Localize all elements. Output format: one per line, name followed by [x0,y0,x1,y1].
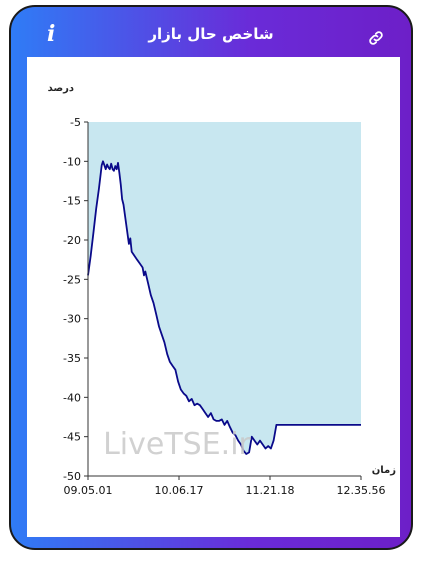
x-tick-label: 11.21.18 [246,484,295,497]
y-tick-label: -10 [63,155,81,168]
y-tick-label: -45 [63,431,81,444]
y-tick-label: -35 [63,352,81,365]
x-tick-label: 12.35.56 [337,484,386,497]
y-tick-label: -40 [63,391,81,404]
chart-panel: درصد زمان -5 -10 -15 -20 -25 -30 -35 -40 -45 -50 0… [27,57,400,537]
market-index-card: i شاخص حال بازار درصد زمان -5 -10 -15 -20 -2… [9,5,413,550]
info-icon[interactable]: i [47,21,56,47]
y-axis-label: درصد [48,83,74,94]
y-tick-label: -15 [63,195,81,208]
card-title: شاخص حال بازار [148,25,274,43]
y-tick-label: -25 [63,273,81,286]
x-tick-label: 09.05.01 [64,484,113,497]
x-tick-label: 10.06.17 [155,484,204,497]
y-tick-label: -30 [63,313,81,326]
link-icon[interactable] [367,29,385,47]
watermark: LiveTSE.ir [103,427,251,462]
x-axis-label: زمان [372,465,396,476]
card-header: i شاخص حال بازار [11,7,411,57]
series-line [87,160,361,455]
y-tick-label: -20 [63,234,81,247]
chart-svg: درصد زمان -5 -10 -15 -20 -25 -30 -35 -40 -45 -500… [48,83,397,497]
y-tick-label: -5 [70,116,81,129]
area-fill [88,122,361,454]
y-tick-label: -50 [63,470,81,483]
